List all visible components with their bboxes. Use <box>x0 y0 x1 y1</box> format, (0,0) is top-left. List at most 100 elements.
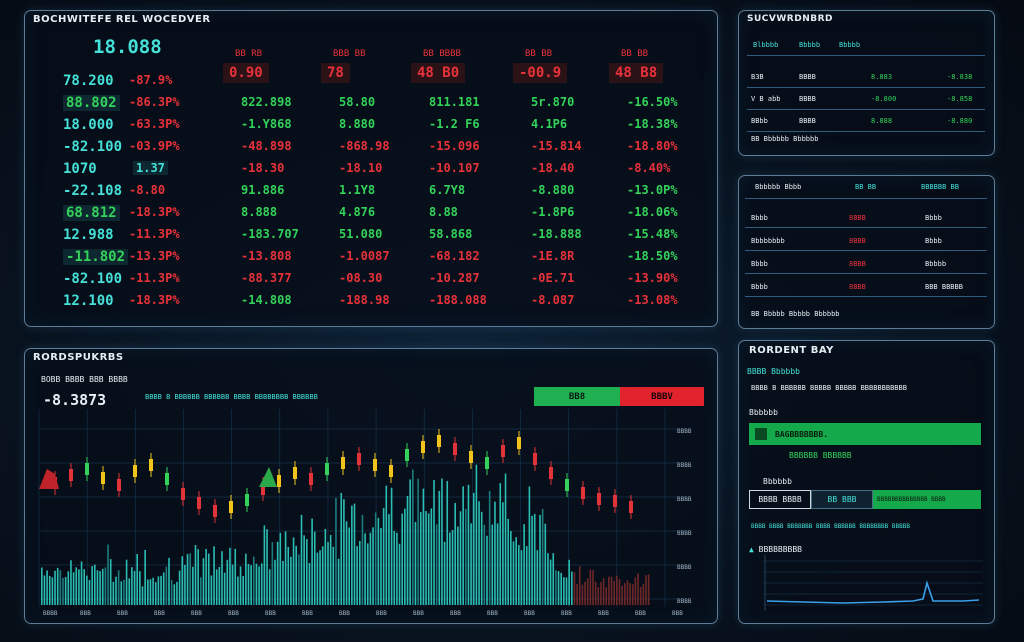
volume-bar <box>608 576 610 605</box>
candle-body <box>245 494 249 506</box>
volume-bar <box>549 559 552 605</box>
volume-bar <box>194 545 197 605</box>
volume-bar <box>43 575 46 605</box>
volume-bar <box>104 567 107 605</box>
orders-divider <box>745 227 987 228</box>
volume-bar <box>144 549 146 605</box>
y-tick-label: BBBB <box>677 462 692 469</box>
volume-bar <box>242 575 244 605</box>
grid-cell: 6.7Y8 <box>429 183 466 197</box>
orders-cell: Bbbb <box>751 214 768 222</box>
volume-bar <box>470 523 472 605</box>
volume-bar <box>547 553 549 605</box>
volume-bar <box>446 481 449 605</box>
volume-bar <box>263 525 266 605</box>
volume-bar <box>563 577 565 605</box>
orders-cell: 8BBB <box>849 283 866 291</box>
volume-bar <box>300 514 303 605</box>
volume-bar <box>54 570 56 605</box>
grid-cell: -8.880 <box>531 183 575 197</box>
size-input-a[interactable]: BBBB BBBB <box>749 490 811 509</box>
volume-bar <box>157 576 160 605</box>
buy-button[interactable]: BB8 <box>534 387 620 406</box>
price-field-text: BAGBBBBBBB. <box>775 429 828 439</box>
orders-cell: Bbbb <box>751 260 768 268</box>
volume-bar <box>385 485 388 605</box>
grid-cell: -48.898 <box>241 139 292 153</box>
candle-body <box>69 469 73 481</box>
candle-body <box>629 501 633 513</box>
volume-bar <box>525 546 528 605</box>
orders-cell: Bbbb <box>751 283 768 291</box>
column-header[interactable]: BB RB <box>235 49 263 59</box>
volume-bar <box>295 545 297 605</box>
grid-cell: -68.182 <box>429 249 480 263</box>
y-tick-label: BBBB <box>677 530 692 537</box>
column-header[interactable]: BB BB <box>621 49 649 59</box>
chart-ticker: BBBB B BBBBBB BBBBBB BBBB BBBBBBBB BBBBB… <box>145 393 318 401</box>
volume-bar <box>99 571 101 605</box>
left-change: -03.9P% <box>129 139 180 153</box>
volume-bar <box>205 548 207 605</box>
volume-bar <box>398 543 401 605</box>
volume-bar <box>597 587 600 605</box>
price-field[interactable]: BAGBBBBBBB. <box>749 423 981 445</box>
volume-bar <box>502 502 504 605</box>
grid-cell: -868.98 <box>339 139 390 153</box>
x-tick-label: BBB <box>265 610 276 617</box>
grid-cell: -18.50% <box>627 249 678 263</box>
grid-cell: -15.814 <box>531 139 582 153</box>
candle-body <box>613 495 617 507</box>
volume-bar <box>279 532 282 605</box>
left-change: -11.3P% <box>129 271 180 285</box>
volume-bar <box>472 492 475 605</box>
x-tick-label: BBB <box>413 610 424 617</box>
price-label: Bbbbbb <box>749 408 778 417</box>
volume-bar <box>589 569 592 605</box>
column-header[interactable]: BB BB <box>525 49 553 59</box>
summary-title: SUCVWRDNBRD <box>747 14 833 24</box>
trade-note: BBBB BBBB BBBBBBB BBBB BBBBBB BBBBBBBB B… <box>751 523 910 530</box>
volume-bar <box>462 486 464 605</box>
volume-bar <box>557 571 560 605</box>
volume-bar <box>552 553 555 605</box>
volume-bar <box>417 478 419 605</box>
volume-bar <box>329 534 332 605</box>
volume-bar <box>237 576 239 605</box>
size-green-field[interactable]: BBBBBBBBBBBBBB BBBB <box>873 490 981 509</box>
price-link[interactable]: BBBBBB BBBBBB <box>789 451 852 460</box>
volume-bar <box>332 546 335 605</box>
volume-bar <box>515 537 517 605</box>
volume-bar <box>72 572 75 605</box>
x-tick-label: BBB <box>524 610 535 617</box>
candle-body <box>565 479 569 491</box>
volume-bar <box>581 584 584 605</box>
summary-cell: -8.880 <box>947 117 973 125</box>
volume-bar <box>380 528 382 605</box>
volume-bar <box>207 553 210 605</box>
x-tick-label: BBB <box>561 610 572 617</box>
grid-cell: -13.90% <box>627 271 678 285</box>
candle-body <box>341 457 345 469</box>
volume-bar <box>290 556 292 605</box>
grid-cell: 5r.870 <box>531 95 575 109</box>
sell-button[interactable]: BBBV <box>620 387 704 406</box>
volume-bar <box>117 570 120 605</box>
volume-bar <box>393 531 396 605</box>
column-header[interactable]: BBB BB <box>333 49 366 59</box>
candle-body <box>421 441 425 453</box>
left-change: -87.9% <box>129 73 173 87</box>
size-input-b[interactable]: BB BBB <box>811 490 873 509</box>
column-header[interactable]: BB BBBB <box>423 49 461 59</box>
volume-bar <box>626 580 629 605</box>
x-tick-label: BBB <box>80 610 91 617</box>
volume-bar <box>200 577 202 605</box>
volume-bar <box>555 570 557 605</box>
volume-bar <box>260 563 263 605</box>
volume-bar <box>202 558 205 605</box>
grid-cell: -15.096 <box>429 139 480 153</box>
volume-bar <box>488 490 491 605</box>
grid-cell: 51.080 <box>339 227 383 241</box>
chart-price: -8.3873 <box>43 391 107 409</box>
volume-bar <box>313 531 316 605</box>
